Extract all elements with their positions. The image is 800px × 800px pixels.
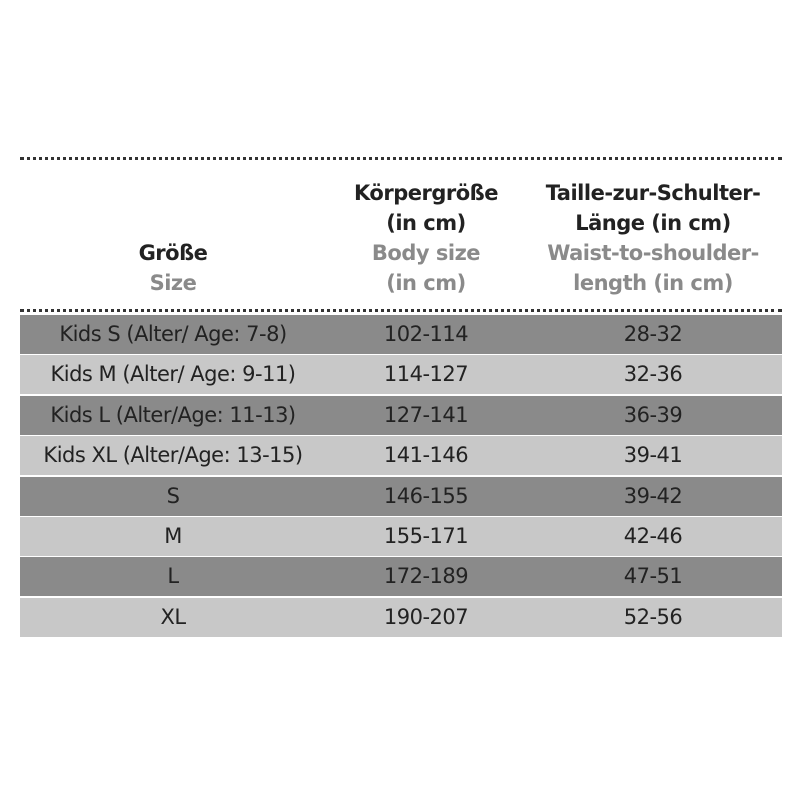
table-cell: M [164, 524, 182, 548]
table-cell: 102-114 [383, 322, 469, 346]
table-cell: 47-51 [623, 564, 683, 589]
header-english: (in cm) [386, 271, 466, 295]
header-english: Body size [371, 241, 481, 265]
table-row: S 146-155 39-42 [20, 476, 782, 516]
table-row: XL 190-207 52-56 [20, 597, 782, 637]
table-cell: Kids XL (Alter/Age: 13-15) [43, 443, 303, 468]
header-german: Taille-zur-Schulter- [545, 181, 761, 205]
table-row: Kids M (Alter/ Age: 9-11) 114-127 32-36 [20, 355, 782, 395]
table-cell: 39-41 [623, 443, 683, 468]
header-cell: Körpergröße (in cm) Body size (in cm) [326, 178, 526, 298]
table-cell: 42-46 [623, 524, 683, 548]
header-german: Größe [138, 241, 208, 265]
header-english: Waist-to-shoulder- [547, 241, 759, 265]
header-german: (in cm) [386, 211, 466, 235]
table-cell: Kids S (Alter/ Age: 7-8) [59, 322, 287, 346]
table-cell: L [167, 564, 179, 589]
table-cell: S [166, 483, 180, 508]
table-cell: Kids M (Alter/ Age: 9-11) [50, 362, 297, 387]
table-cell: 52-56 [623, 604, 683, 629]
table-cell: 36-39 [623, 402, 683, 427]
header-english: Size [149, 271, 197, 295]
header-english: length (in cm) [573, 271, 733, 295]
table-row: Kids L (Alter/Age: 11-13) 127-141 36-39 [20, 395, 782, 435]
table-cell: 155-171 [383, 524, 469, 548]
header-cell: Taille-zur-Schulter- Länge (in cm) Waist-t… [523, 178, 783, 298]
table-cell: 172-189 [383, 564, 469, 589]
divider [20, 309, 782, 312]
table-cell: 127-141 [383, 402, 469, 427]
table-row: Kids S (Alter/ Age: 7-8) 102-114 28-32 [20, 315, 782, 354]
header-german: Körpergröße [354, 181, 498, 205]
header-cell: Größe Size [13, 238, 333, 298]
table-cell: Kids L (Alter/Age: 11-13) [50, 402, 296, 427]
table-cell: 190-207 [383, 604, 469, 629]
table-cell: 141-146 [383, 443, 469, 468]
table-row: M 155-171 42-46 [20, 517, 782, 556]
table-cell: 114-127 [383, 362, 469, 387]
table-cell: XL [160, 604, 186, 629]
table-cell: 32-36 [623, 362, 683, 387]
table-row: Kids XL (Alter/Age: 13-15) 141-146 39-41 [20, 436, 782, 476]
table-cell: 28-32 [623, 322, 683, 346]
header-german: Länge (in cm) [575, 211, 731, 235]
table-row: L 172-189 47-51 [20, 557, 782, 597]
table-cell: 146-155 [383, 483, 469, 508]
divider [20, 157, 782, 160]
table-cell: 39-42 [623, 483, 683, 508]
